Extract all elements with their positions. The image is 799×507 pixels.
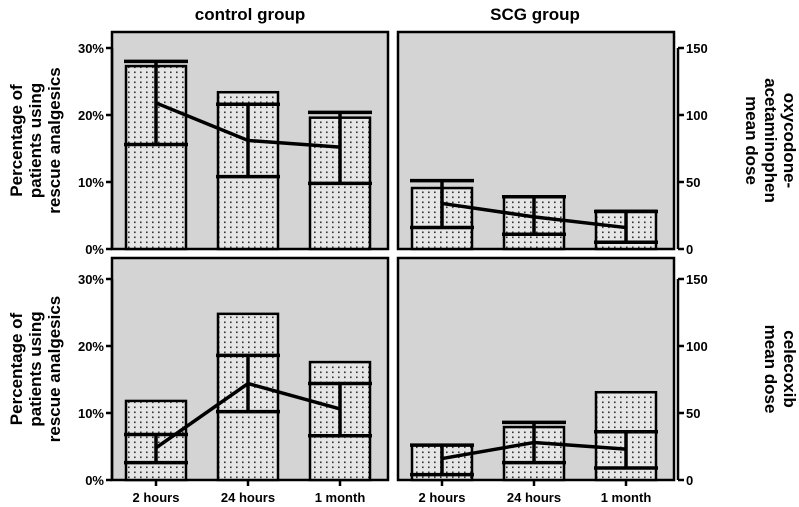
left-axis-tick-label: 20%: [78, 108, 104, 123]
left-axis-tick-label: 0%: [85, 473, 104, 488]
column-title-scg: SCG group: [490, 5, 580, 24]
mean-dose-line: [441, 201, 627, 230]
left-axis-tick-label: 20%: [78, 339, 104, 354]
right-axis-label: celecoxib: [780, 330, 799, 408]
x-axis-tick-label: 1 month: [315, 490, 366, 505]
right-axis-tick-label: 150: [686, 272, 708, 287]
right-axis-tick-label: 50: [686, 175, 700, 190]
right-axis-tick-label: 50: [686, 406, 700, 421]
right-axis-tick-label: 100: [686, 108, 708, 123]
left-axis-tick-label: 30%: [78, 41, 104, 56]
left-axis-label: rescue analgesics: [45, 296, 64, 442]
left-axis-tick-label: 0%: [85, 242, 104, 257]
left-axis-tick-label: 30%: [78, 272, 104, 287]
x-axis-tick-label: 24 hours: [507, 490, 561, 505]
x-axis-tick-label: 2 hours: [133, 490, 180, 505]
right-axis-tick-label: 0: [686, 242, 693, 257]
right-axis-label: mean dose: [742, 96, 761, 185]
percentage-bar: [124, 399, 188, 482]
x-axis-tick-label: 2 hours: [419, 490, 466, 505]
mean-dose-line: [441, 440, 627, 461]
left-axis-label: patients using: [26, 83, 45, 198]
right-axis-tick-label: 100: [686, 339, 708, 354]
mean-dose-line: [155, 101, 341, 149]
x-axis-tick-label: 1 month: [601, 490, 652, 505]
right-axis-label: mean dose: [761, 325, 780, 414]
left-axis-tick-label: 10%: [78, 406, 104, 421]
left-axis-label: rescue analgesics: [45, 67, 64, 213]
left-axis-label: Percentage of: [7, 312, 26, 425]
right-axis-label: oxycodone-: [780, 93, 799, 188]
column-title-control: control group: [195, 5, 305, 24]
left-axis-label: patients using: [26, 311, 45, 426]
left-axis-tick-label: 10%: [78, 175, 104, 190]
mean-dose-line: [154, 381, 341, 450]
x-axis-tick-label: 24 hours: [221, 490, 275, 505]
left-axis-label: Percentage of: [7, 84, 26, 197]
right-axis-tick-label: 0: [686, 473, 693, 488]
right-axis-tick-label: 150: [686, 41, 708, 56]
right-axis-label: acetaminophen: [761, 78, 780, 203]
